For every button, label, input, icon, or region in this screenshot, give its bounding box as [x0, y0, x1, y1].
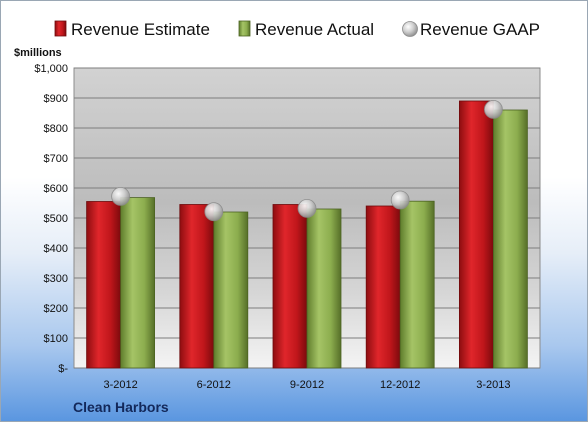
- x-tick-label: 6-2012: [197, 379, 231, 391]
- y-tick-label: $100: [44, 333, 68, 345]
- legend-label: Revenue Actual: [255, 20, 374, 39]
- x-tick-label: 9-2012: [290, 379, 324, 391]
- legend-item-revenue-estimate: Revenue Estimate: [54, 20, 210, 39]
- x-tick-label: 3-2012: [103, 379, 137, 391]
- revenue-estimate-bar: [272, 204, 308, 369]
- legend-label: Revenue Estimate: [71, 20, 210, 39]
- revenue-estimate-bar: [458, 100, 494, 369]
- x-tick-label: 3-2013: [476, 379, 510, 391]
- revenue-actual-bar: [306, 208, 342, 369]
- y-axis-ticks: $- $100 $200 $300 $400 $500 $600 $700 $800 $900 $1…: [34, 63, 68, 375]
- company-label: Clean Harbors: [73, 399, 169, 415]
- revenue-estimate-bar: [179, 204, 215, 369]
- revenue-actual-bar: [492, 109, 528, 369]
- legend-swatch: [402, 21, 418, 37]
- legend-swatch: [238, 20, 251, 37]
- y-tick-label: $500: [44, 213, 68, 225]
- revenue-gaap-marker: [390, 190, 410, 210]
- revenue-gaap-marker: [297, 198, 317, 218]
- gaap-markers: [111, 100, 503, 222]
- y-tick-label: $-: [58, 363, 68, 375]
- revenue-gaap-marker: [204, 202, 224, 222]
- revenue-actual-bar: [213, 211, 249, 369]
- legend-item-revenue-gaap: Revenue GAAP: [402, 20, 540, 39]
- revenue-estimate-bar: [86, 201, 121, 369]
- chart-legend: Revenue Estimate Revenue Actual Revenue GA…: [54, 20, 540, 39]
- y-tick-label: $800: [44, 123, 68, 135]
- y-axis-unit-label: $millions: [14, 47, 62, 59]
- legend-swatch: [54, 20, 67, 37]
- revenue-actual-bar: [120, 197, 155, 369]
- y-tick-label: $600: [44, 183, 68, 195]
- bars: [86, 100, 528, 369]
- revenue-gaap-marker: [111, 186, 130, 206]
- y-tick-label: $200: [44, 303, 68, 315]
- y-tick-label: $900: [44, 93, 68, 105]
- y-tick-label: $1,000: [34, 63, 68, 75]
- x-axis-ticks: 3-2012 6-2012 9-2012 12-2012 3-2013: [103, 379, 510, 391]
- y-tick-label: $400: [44, 243, 68, 255]
- legend-item-revenue-actual: Revenue Actual: [238, 20, 374, 39]
- y-tick-label: $700: [44, 153, 68, 165]
- revenue-gaap-marker: [483, 100, 503, 119]
- legend-label: Revenue GAAP: [420, 20, 540, 39]
- y-tick-label: $300: [44, 273, 68, 285]
- revenue-estimate-bar: [365, 205, 401, 369]
- revenue-actual-bar: [399, 200, 435, 369]
- x-tick-label: 12-2012: [380, 379, 420, 391]
